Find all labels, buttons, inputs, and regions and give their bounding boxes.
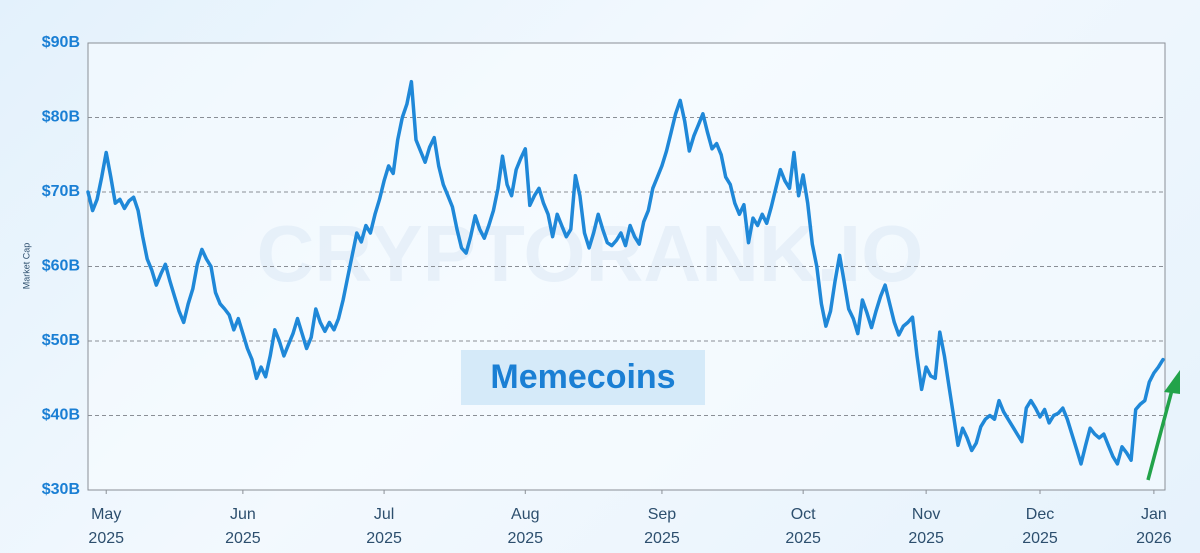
x-tick-label: Jul 2025 <box>366 506 402 547</box>
y-tick-label: $40B <box>42 407 80 424</box>
y-tick-label: $30B <box>42 481 80 498</box>
y-tick-label: $70B <box>42 183 80 200</box>
y-tick-label: $60B <box>42 258 80 275</box>
annotation-box <box>461 350 705 405</box>
y-tick-label: $80B <box>42 109 80 126</box>
y-tick-label: $50B <box>42 332 80 349</box>
x-tick-label: Jun 2025 <box>225 506 261 547</box>
x-tick-label: Jan 2026 <box>1136 506 1172 547</box>
x-tick-label: Nov 2025 <box>908 506 944 547</box>
trend-arrowhead <box>1164 370 1180 394</box>
x-tick-label: Oct 2025 <box>785 506 821 547</box>
data-line <box>86 79 1165 466</box>
trend-arrow <box>1146 389 1174 481</box>
y-axis-label: Market Cap <box>21 243 31 290</box>
x-tick-label: Sep 2025 <box>644 506 680 547</box>
annotation: Memecoins <box>490 358 675 396</box>
marks <box>86 79 1165 466</box>
x-tick-label: May 2025 <box>88 506 125 547</box>
grid <box>88 117 1165 494</box>
y-tick-label: $90B <box>42 34 80 51</box>
x-tick-label: Aug 2025 <box>507 506 544 547</box>
x-tick-label: Dec 2025 <box>1022 506 1058 547</box>
watermark: CRYPTORANK.IO <box>257 209 924 298</box>
